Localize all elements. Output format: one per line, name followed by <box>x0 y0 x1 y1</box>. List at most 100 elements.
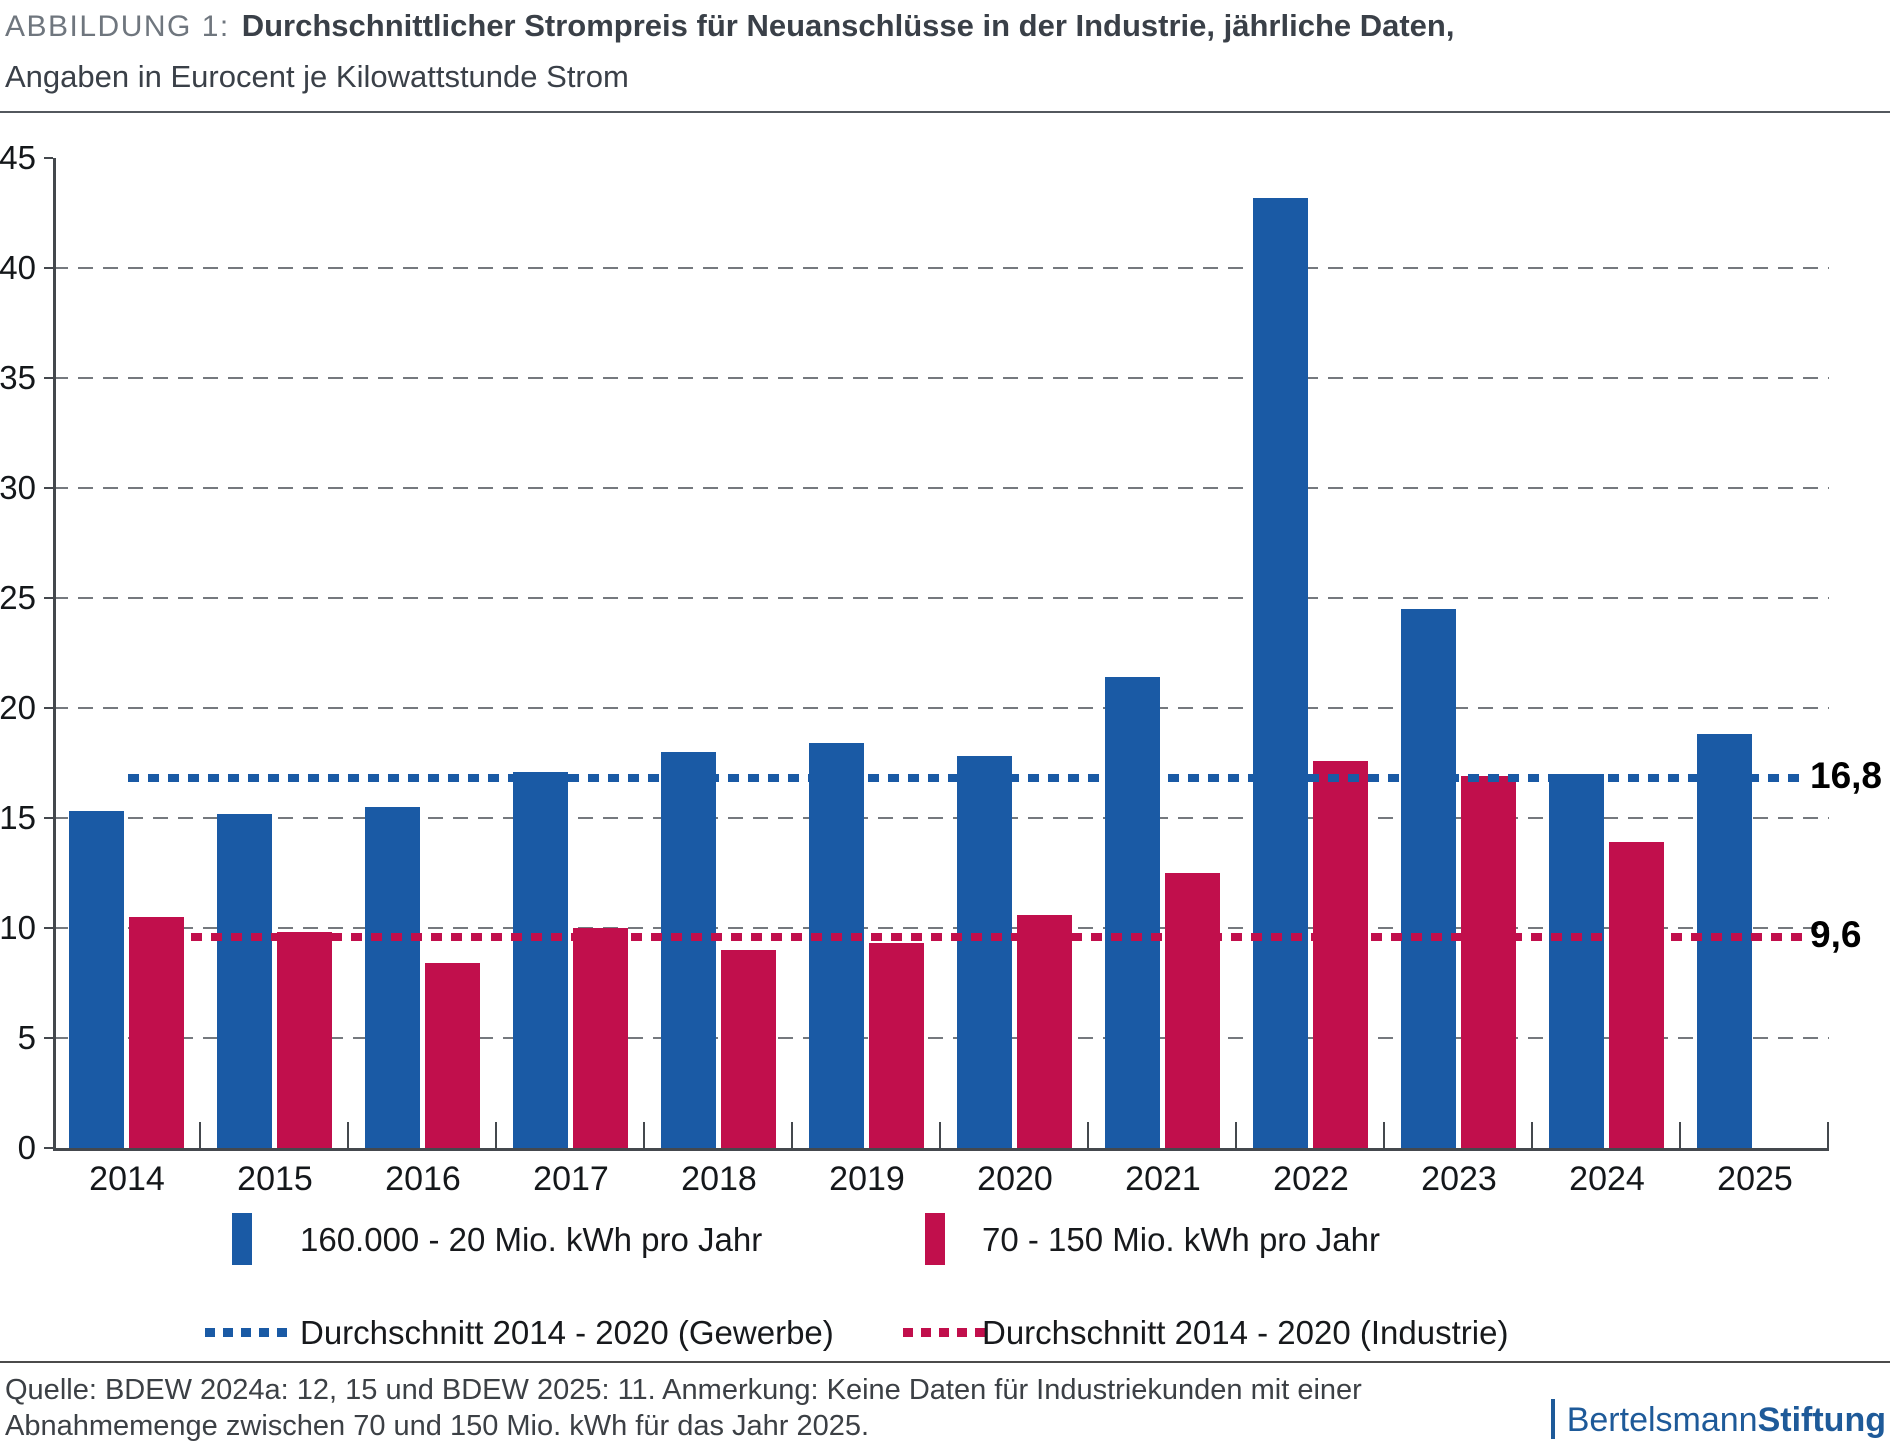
reference-value-gewerbe: 16,8 <box>1810 755 1883 797</box>
x-tick-5 <box>791 1122 793 1148</box>
figure-label: ABBILDUNG 1: <box>5 10 230 43</box>
x-axis-label-2020: 2020 <box>977 1160 1053 1198</box>
x-tick-12 <box>1827 1122 1829 1148</box>
bar-2019-industrie <box>869 943 924 1148</box>
bar-2023-industrie <box>1461 776 1516 1148</box>
bar-2025-gewerbe <box>1697 734 1752 1148</box>
bar-2017-industrie <box>573 928 628 1148</box>
bar-2023-gewerbe <box>1401 609 1456 1148</box>
y-axis-label-0: 0 <box>17 1129 36 1166</box>
x-axis-label-2025: 2025 <box>1717 1160 1793 1198</box>
bar-2018-industrie <box>721 950 776 1148</box>
gridline-35 <box>53 377 1829 379</box>
bar-2020-industrie <box>1017 915 1072 1148</box>
legend-label-avg-industrie: Durchschnitt 2014 - 2020 (Industrie) <box>982 1314 1509 1351</box>
x-axis-label-2019: 2019 <box>829 1160 905 1198</box>
y-axis-label-35: 35 <box>0 359 36 396</box>
y-axis-label-20: 20 <box>0 689 36 726</box>
source-note: Quelle: BDEW 2024a: 12, 15 und BDEW 2025… <box>5 1372 1362 1444</box>
logo-suffix: Stiftung <box>1757 1401 1886 1439</box>
bar-2020-gewerbe <box>957 756 1012 1148</box>
legend-label-avg-gewerbe: Durchschnitt 2014 - 2020 (Gewerbe) <box>300 1314 834 1351</box>
x-axis-label-2023: 2023 <box>1421 1160 1497 1198</box>
bar-2018-gewerbe <box>661 752 716 1148</box>
bar-2022-industrie <box>1313 761 1368 1148</box>
x-axis-label-2016: 2016 <box>385 1160 461 1198</box>
figure-title: Durchschnittlicher Strompreis für Neuans… <box>241 8 1455 43</box>
reference-value-industrie: 9,6 <box>1810 913 1862 955</box>
figure-subtitle: Angaben in Eurocent je Kilowattstunde St… <box>5 59 629 94</box>
legend-dotted-line-gewerbe <box>205 1328 287 1337</box>
y-axis-label-10: 10 <box>0 909 36 946</box>
header-divider <box>0 111 1890 113</box>
x-axis-label-2015: 2015 <box>237 1160 313 1198</box>
gridline-10 <box>53 927 1829 929</box>
bar-2021-industrie <box>1165 873 1220 1148</box>
source-note-line1: Quelle: BDEW 2024a: 12, 15 und BDEW 2025… <box>5 1374 1362 1406</box>
bar-2024-gewerbe <box>1549 774 1604 1148</box>
bar-2024-industrie <box>1609 842 1664 1148</box>
gridline-40 <box>53 267 1829 269</box>
bar-2021-gewerbe <box>1105 677 1160 1148</box>
x-axis-label-2014: 2014 <box>89 1160 165 1198</box>
x-axis <box>53 1148 1829 1151</box>
x-axis-label-2024: 2024 <box>1569 1160 1645 1198</box>
y-axis-label-25: 25 <box>0 579 36 616</box>
y-tick-25 <box>44 597 53 599</box>
y-axis-label-5: 5 <box>17 1019 36 1056</box>
x-axis-label-2017: 2017 <box>533 1160 609 1198</box>
x-axis-label-2018: 2018 <box>681 1160 757 1198</box>
y-axis-label-15: 15 <box>0 799 36 836</box>
legend-label-industrie: 70 - 150 Mio. kWh pro Jahr <box>982 1221 1380 1258</box>
bar-2017-gewerbe <box>513 772 568 1148</box>
reference-line-industrie <box>191 932 1802 941</box>
y-tick-35 <box>44 377 53 379</box>
y-tick-45 <box>44 157 53 159</box>
gridline-25 <box>53 597 1829 599</box>
y-axis-label-40: 40 <box>0 249 36 286</box>
gridline-5 <box>53 1037 1829 1039</box>
x-tick-4 <box>643 1122 645 1148</box>
x-tick-2 <box>347 1122 349 1148</box>
footer-divider <box>0 1361 1890 1363</box>
bar-2019-gewerbe <box>809 743 864 1148</box>
y-tick-0 <box>44 1147 53 1149</box>
bar-2015-industrie <box>277 932 332 1148</box>
bar-2014-industrie <box>129 917 184 1148</box>
x-tick-6 <box>939 1122 941 1148</box>
x-tick-8 <box>1235 1122 1237 1148</box>
logo-bar-icon <box>1550 1399 1555 1439</box>
logo-prefix: Bertelsmann <box>1566 1401 1758 1439</box>
y-axis-label-30: 30 <box>0 469 36 506</box>
gridline-15 <box>53 817 1829 819</box>
bar-2016-gewerbe <box>365 807 420 1148</box>
legend-dotted-line-industrie <box>903 1328 985 1337</box>
x-tick-1 <box>199 1122 201 1148</box>
y-tick-5 <box>44 1037 53 1039</box>
bar-2015-gewerbe <box>217 814 272 1148</box>
bar-2022-gewerbe <box>1253 198 1308 1148</box>
bertelsmann-stiftung-logo: BertelsmannStiftung <box>1550 1399 1886 1440</box>
figure-header: ABBILDUNG 1: Durchschnittlicher Stromprei… <box>5 2 1890 99</box>
bar-2016-industrie <box>425 963 480 1148</box>
bar-2014-gewerbe <box>69 811 124 1148</box>
y-tick-20 <box>44 707 53 709</box>
y-tick-15 <box>44 817 53 819</box>
legend-swatch-industrie <box>925 1213 945 1265</box>
x-tick-10 <box>1531 1122 1533 1148</box>
reference-line-gewerbe <box>128 774 1802 783</box>
y-axis <box>53 158 56 1151</box>
x-tick-9 <box>1383 1122 1385 1148</box>
gridline-30 <box>53 487 1829 489</box>
legend-swatch-gewerbe <box>232 1213 252 1265</box>
gridline-20 <box>53 707 1829 709</box>
source-note-line2: Abnahmemenge zwischen 70 und 150 Mio. kW… <box>5 1410 870 1442</box>
y-tick-10 <box>44 927 53 929</box>
x-axis-label-2021: 2021 <box>1125 1160 1201 1198</box>
x-tick-7 <box>1087 1122 1089 1148</box>
y-tick-30 <box>44 487 53 489</box>
y-tick-40 <box>44 267 53 269</box>
y-axis-label-45: 45 <box>0 139 36 176</box>
